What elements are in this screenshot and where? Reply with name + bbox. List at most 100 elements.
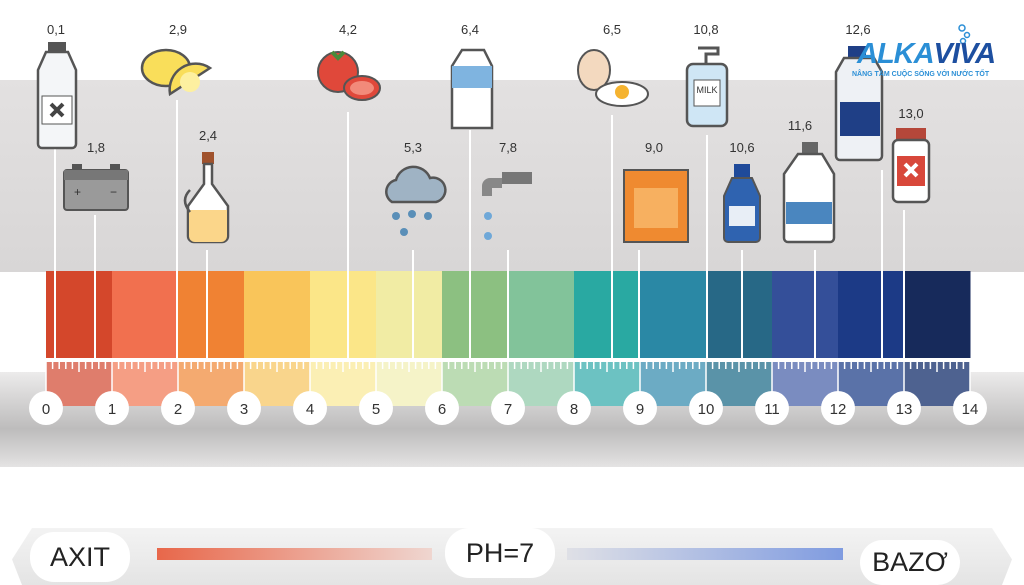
ph-number-label: 13 (896, 401, 913, 418)
ph-value: 1,8 (86, 140, 106, 155)
pointer-line (814, 250, 816, 358)
pointer-line (469, 130, 471, 358)
svg-text:+: + (74, 185, 81, 199)
ph-number-circle (689, 391, 723, 425)
logo-text-alka: ALKA (857, 38, 935, 70)
soap-label: MILK (696, 85, 717, 95)
ph-segment-4 (310, 271, 377, 358)
ph-value: 10,8 (693, 22, 719, 37)
ph-number-label: 8 (570, 401, 578, 418)
pointer-line (706, 135, 708, 358)
pointer-line (611, 115, 613, 358)
vinegar-jar-icon (183, 152, 230, 244)
car-battery-icon: + − (63, 164, 129, 211)
ph-segment-9 (640, 271, 707, 358)
egg-icon (577, 49, 649, 107)
detergent-jug-icon (834, 46, 884, 162)
tomato-icon (317, 50, 381, 101)
ph-segment-10 (706, 271, 773, 358)
ph-number-circle (821, 391, 855, 425)
ph-segment-3 (244, 271, 311, 358)
ph-number-label: 1 (108, 401, 116, 418)
scale-ruler (46, 358, 970, 362)
ph-segment-2 (178, 271, 245, 358)
soap-pump-bottle-icon: MILK (685, 46, 729, 128)
svg-text:−: − (110, 185, 117, 199)
ph-value: 10,6 (729, 140, 755, 155)
pointer-line (881, 170, 883, 358)
ph-segment-6 (442, 271, 509, 358)
logo-tagline: NÂNG TẦM CUỘC SỐNG VỚI NƯỚC TỐT (852, 71, 990, 78)
ph-number-label: 10 (698, 401, 715, 418)
ph-segment-7 (508, 271, 575, 358)
blue-bottle-icon (723, 164, 761, 243)
ph-segment-8 (574, 271, 641, 358)
ph-value: 7,8 (498, 140, 518, 155)
pointer-line (94, 215, 96, 358)
acid-label: AXIT (30, 532, 130, 582)
ph-segment-12 (838, 271, 905, 358)
ph-number-circle (161, 391, 195, 425)
ph-number-circle (29, 391, 63, 425)
acid-gradient-bar (157, 548, 432, 560)
baking-soda-box-icon (623, 169, 689, 243)
ph-value: 5,3 (403, 140, 423, 155)
ph-number-circle (491, 391, 525, 425)
neutral-label: PH=7 (445, 528, 555, 578)
ph-number-label: 12 (830, 401, 847, 418)
pointer-line (412, 250, 414, 358)
ph-number-circle (227, 391, 261, 425)
pointer-line (206, 250, 208, 358)
pointer-line (176, 100, 178, 358)
ph-number-label: 3 (240, 401, 248, 418)
ph-segment-0 (46, 271, 113, 358)
ph-number-circle (557, 391, 591, 425)
ph-number-label: 0 (42, 401, 50, 418)
pointer-line (638, 250, 640, 358)
ph-value: 6,5 (602, 22, 622, 37)
pointer-line (54, 148, 56, 358)
ph-segment-1 (112, 271, 179, 358)
ph-value: 6,4 (460, 22, 480, 37)
ph-number-circle (623, 391, 657, 425)
ph-number-circle (887, 391, 921, 425)
ph-value: 9,0 (644, 140, 664, 155)
bleach-jug-icon (782, 142, 836, 244)
ph-number-circle (359, 391, 393, 425)
pointer-line (741, 250, 743, 358)
ph-segment-13 (904, 271, 971, 358)
logo-text-viva: VIVA (933, 38, 997, 70)
ph-number-label: 5 (372, 401, 380, 418)
ph-value: 2,9 (168, 22, 188, 37)
ph-number-label: 14 (962, 401, 979, 418)
ph-number-label: 2 (174, 401, 182, 418)
poison-bottle-icon (36, 42, 78, 150)
base-label: BAZƠ (860, 540, 960, 585)
ph-value: 2,4 (198, 128, 218, 143)
pointer-line (903, 210, 905, 358)
ph-number-label: 4 (306, 401, 314, 418)
ph-number-label: 6 (438, 401, 446, 418)
ph-number-circle (953, 391, 987, 425)
ph-segment-11 (772, 271, 839, 358)
base-gradient-bar (567, 548, 843, 560)
alkaviva-logo: ALKAVIVA NÂNG TẦM CUỘC SỐNG VỚI NƯỚC TỐT (852, 24, 1022, 80)
bubbles-icon (958, 24, 971, 45)
ph-number-circle (425, 391, 459, 425)
ph-number-circle (293, 391, 327, 425)
ph-value: 4,2 (338, 22, 358, 37)
ph-number-label: 9 (636, 401, 644, 418)
lemon-icon (140, 48, 213, 97)
pointer-line (507, 250, 509, 358)
ph-number-circle (755, 391, 789, 425)
drain-cleaner-icon (891, 128, 931, 204)
ph-number-label: 7 (504, 401, 512, 418)
ph-value: 0,1 (46, 22, 66, 37)
rain-cloud-icon (385, 165, 447, 236)
ph-value: 11,6 (787, 118, 813, 133)
ph-value: 12,6 (845, 22, 871, 37)
ph-number-circle (95, 391, 129, 425)
ph-value: 13,0 (898, 106, 924, 121)
ph-number-label: 11 (764, 401, 780, 418)
